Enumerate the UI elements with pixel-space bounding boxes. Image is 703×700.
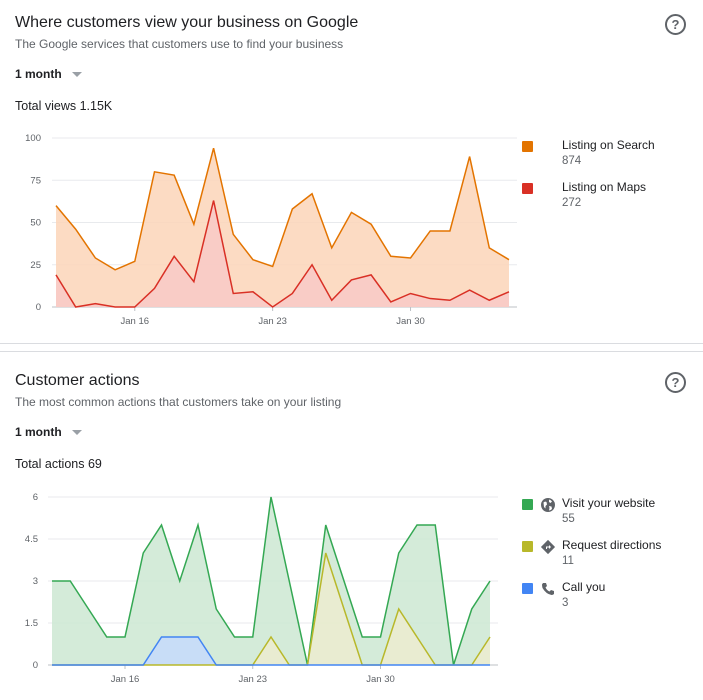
views-period-label: 1 month [15,67,62,81]
legend-value: 874 [562,155,582,167]
series-area-request-directions [52,553,490,665]
actions-period-label: 1 month [15,425,62,439]
views-card-title: Where customers view your business on Go… [15,14,359,31]
views-card-subtitle: The Google services that customers use t… [15,37,344,51]
legend-swatch [522,183,533,194]
series-line-listing-on-search [55,147,510,271]
card-divider [0,343,703,344]
globe-icon [541,498,555,512]
views-period-dropdown[interactable]: 1 month [15,67,82,81]
series-line-call-you [52,636,490,666]
x-tick-label: Jan 30 [396,316,425,327]
question-circle-icon[interactable]: ? [665,372,686,393]
x-tick-label: Jan 23 [238,674,267,685]
x-tick-label: Jan 23 [258,316,287,327]
legend-label: Listing on Maps [562,180,647,194]
y-tick-label: 100 [25,133,41,144]
views-chart: 0 25 50 75 100 Jan 16 Jan 23 Jan 30 [25,133,517,327]
actions-chart: 0 1.5 3 4.5 6 Jan 16 Jan 23 Jan 30 [25,492,498,685]
series-area-visit-your-website [52,497,490,665]
y-tick-label: 0 [33,660,38,671]
legend-label: Call you [562,580,606,594]
y-tick-label: 6 [33,492,38,503]
legend-label: Listing on Search [562,138,655,152]
legend-item-listing-on-search[interactable]: Listing on Search 874 [522,138,697,174]
legend-swatch [522,141,533,152]
legend-swatch [522,499,533,510]
legend-value: 272 [562,197,582,209]
y-tick-label: 25 [30,260,41,271]
legend-item-call-you[interactable]: Call you 3 [522,580,697,616]
legend-item-listing-on-maps[interactable]: Listing on Maps 272 [522,180,697,216]
actions-card-title: Customer actions [15,372,140,389]
legend-item-visit-website[interactable]: Visit your website 55 [522,496,697,532]
views-card: Where customers view your business on Go… [0,0,703,343]
series-area-listing-on-maps [56,200,509,307]
question-circle-icon[interactable]: ? [665,14,686,35]
y-tick-label: 1.5 [25,618,38,629]
legend-swatch [522,583,533,594]
legend-label: Request directions [562,538,662,552]
x-tick-label: Jan 30 [366,674,395,685]
y-tick-label: 50 [30,218,41,229]
legend-label: Visit your website [562,496,656,510]
legend-value: 3 [562,597,569,609]
chevron-down-icon [71,71,82,77]
actions-card-subtitle: The most common actions that customers t… [15,395,342,409]
actions-period-dropdown[interactable]: 1 month [15,425,82,439]
actions-total: Total actions 69 [15,457,102,471]
legend-value: 11 [562,555,574,567]
series-line-visit-your-website [52,496,491,666]
phone-icon [542,583,554,595]
views-total: Total views 1.15K [15,99,113,113]
series-area-call-you [52,637,490,665]
y-tick-label: 0 [36,302,41,313]
series-area-listing-on-search [56,148,509,307]
legend-item-request-directions[interactable]: Request directions 11 [522,538,697,574]
y-tick-label: 4.5 [25,534,38,545]
y-tick-label: 75 [30,175,41,186]
card-divider [0,351,703,352]
chevron-down-icon [71,429,82,435]
legend-value: 55 [562,513,575,525]
actions-card: Customer actions The most common actions… [0,352,703,700]
directions-icon [540,539,556,555]
legend-swatch [522,541,533,552]
x-tick-label: Jan 16 [121,316,150,327]
y-tick-label: 3 [33,576,38,587]
card-gap [0,344,703,351]
series-line-listing-on-maps [55,200,510,308]
x-tick-label: Jan 16 [111,674,140,685]
